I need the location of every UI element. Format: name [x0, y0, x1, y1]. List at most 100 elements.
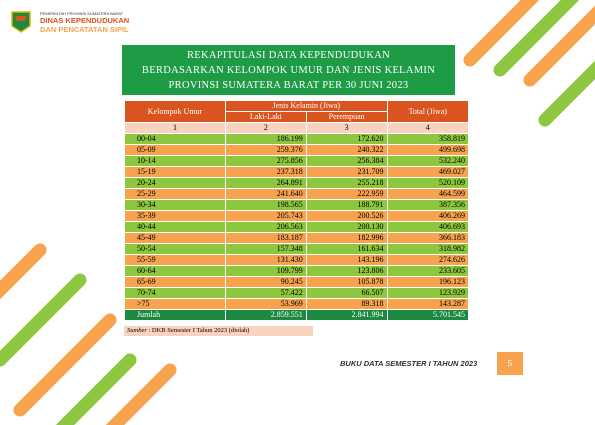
table-cell: 45-49 [124, 232, 226, 244]
title-line: REKAPITULASI DATA KEPENDUDUKAN [187, 50, 390, 61]
table-row: 25-29 241.640 222.959 464.599 [124, 188, 470, 200]
column-header: Kelompok Umur [124, 100, 226, 123]
table-row: Jumlah 2.859.551 2.841.994 5.701.545 [124, 309, 470, 321]
table-cell: 275.856 [225, 155, 307, 167]
table-row: 10-14 275.856 256.384 532.240 [124, 155, 470, 167]
table-cell: 50-54 [124, 243, 226, 255]
table-cell: 40-44 [124, 221, 226, 233]
table-cell: 274.626 [386, 254, 470, 266]
agency: DINAS KEPENDUDUKAN [40, 16, 130, 25]
table-cell: 55-59 [124, 254, 226, 266]
table-row: 45-49 183.187 182.996 366.183 [124, 232, 470, 244]
table-cell: 143.287 [386, 298, 470, 310]
title-line: BERDASARKAN KELOMPOK UMUR DAN JENIS KELA… [141, 65, 436, 76]
title-box: REKAPITULASI DATA KEPENDUDUKAN BERDASARK… [122, 45, 455, 95]
table-cell: 222.959 [305, 188, 388, 200]
table-row: 50-54 157.348 161.634 318.982 [124, 243, 470, 255]
table-row: 40-44 206.563 200.130 406.693 [124, 221, 470, 233]
table-cell: 469.027 [386, 166, 470, 178]
table-row: 55-59 131.430 143.196 274.626 [124, 254, 470, 266]
table-cell: 53.969 [225, 298, 307, 310]
agency-header: PEMERINTAH PROVINSI SUMATERA BARAT DINAS… [40, 11, 129, 34]
table-cell: 532.240 [386, 155, 470, 167]
column-header: Jenis Kelamin (Jiwa) [225, 100, 388, 112]
table-row: 35-39 205.743 200.526 406.269 [124, 210, 470, 222]
table-cell: 206.563 [225, 221, 307, 233]
table-cell: 200.526 [305, 210, 388, 222]
table-cell: 2.841.994 [305, 309, 388, 321]
data-table: Kelompok Umur Jenis Kelamin (Jiwa) Total (… [124, 100, 470, 321]
table-cell: 406.693 [386, 221, 470, 233]
table-cell: 318.982 [386, 243, 470, 255]
table-cell: 256.384 [305, 155, 388, 167]
table-cell: 131.430 [225, 254, 307, 266]
table-cell: 30-34 [124, 199, 226, 211]
source-note: Sumber : DKB Semester I Tahun 2023 (diol… [124, 326, 313, 336]
table-cell: 406.269 [386, 210, 470, 222]
page-number: 5 [497, 352, 523, 375]
column-header: Laki-Laki [225, 111, 307, 123]
table-cell: 123.929 [386, 287, 470, 299]
table-cell: 3 [305, 122, 388, 134]
table-cell: 231.709 [305, 166, 388, 178]
table-cell: 10-14 [124, 155, 226, 167]
table-cell: 57.422 [225, 287, 307, 299]
table-cell: 233.605 [386, 265, 470, 277]
table-cell: 66.507 [305, 287, 388, 299]
table-row: 00-04 186.199 172.620 358.819 [124, 133, 470, 145]
table-cell: 123.806 [305, 265, 388, 277]
table-cell: 05-09 [124, 144, 226, 156]
table-cell: 105.878 [305, 276, 388, 288]
table-cell: 182.996 [305, 232, 388, 244]
table-row: 20-24 264.891 255.218 520.109 [124, 177, 470, 189]
table-row: >75 53.969 89.318 143.287 [124, 298, 470, 310]
table-row: 05-09 259.376 240.322 499.698 [124, 144, 470, 156]
table-cell: 161.634 [305, 243, 388, 255]
source-text: : DKB Semester I Tahun 2023 (diolah) [148, 327, 250, 334]
table-cell: 00-04 [124, 133, 226, 145]
table-row: 70-74 57.422 66.507 123.929 [124, 287, 470, 299]
table-cell: 196.123 [386, 276, 470, 288]
table-cell: 172.620 [305, 133, 388, 145]
table-cell: 241.640 [225, 188, 307, 200]
source-label: Sumber [127, 327, 147, 334]
table-cell: 358.819 [386, 133, 470, 145]
table-cell: 65-69 [124, 276, 226, 288]
table-cell: 1 [124, 122, 226, 134]
table-row: 60-64 109.799 123.806 233.605 [124, 265, 470, 277]
table-cell: 15-19 [124, 166, 226, 178]
table-cell: 60-64 [124, 265, 226, 277]
table-cell: 89.318 [305, 298, 388, 310]
table-cell: 499.698 [386, 144, 470, 156]
table-cell: 205.743 [225, 210, 307, 222]
table-cell: 35-39 [124, 210, 226, 222]
table-cell: 4 [386, 122, 470, 134]
table-cell: 2 [225, 122, 307, 134]
table-cell: 25-29 [124, 188, 226, 200]
table-cell: 259.376 [225, 144, 307, 156]
footer-title: BUKU DATA SEMESTER I TAHUN 2023 [340, 359, 478, 368]
table-cell: 240.322 [305, 144, 388, 156]
table-cell: 255.218 [305, 177, 388, 189]
agency: DAN PENCATATAN SIPIL [40, 25, 129, 34]
table-cell: 464.599 [386, 188, 470, 200]
title-line: PROVINSI SUMATERA BARAT PER 30 JUNI 2023 [168, 80, 409, 91]
table-cell: 183.187 [225, 232, 307, 244]
table-cell: 70-74 [124, 287, 226, 299]
table-cell: 237.318 [225, 166, 307, 178]
table-cell: 2.859.551 [225, 309, 307, 321]
column-header: Perempuan [305, 111, 388, 123]
table-cell: 157.348 [225, 243, 307, 255]
government: PEMERINTAH PROVINSI SUMATERA BARAT [40, 11, 124, 16]
table-cell: 109.799 [225, 265, 307, 277]
table-cell: 90.245 [225, 276, 307, 288]
table-cell: 200.130 [305, 221, 388, 233]
table-cell: Jumlah [124, 309, 226, 321]
table-cell: >75 [124, 298, 226, 310]
table-cell: 198.565 [225, 199, 307, 211]
table-cell: 387.356 [386, 199, 470, 211]
table-row: 65-69 90.245 105.878 196.123 [124, 276, 470, 288]
table-cell: 186.199 [225, 133, 307, 145]
